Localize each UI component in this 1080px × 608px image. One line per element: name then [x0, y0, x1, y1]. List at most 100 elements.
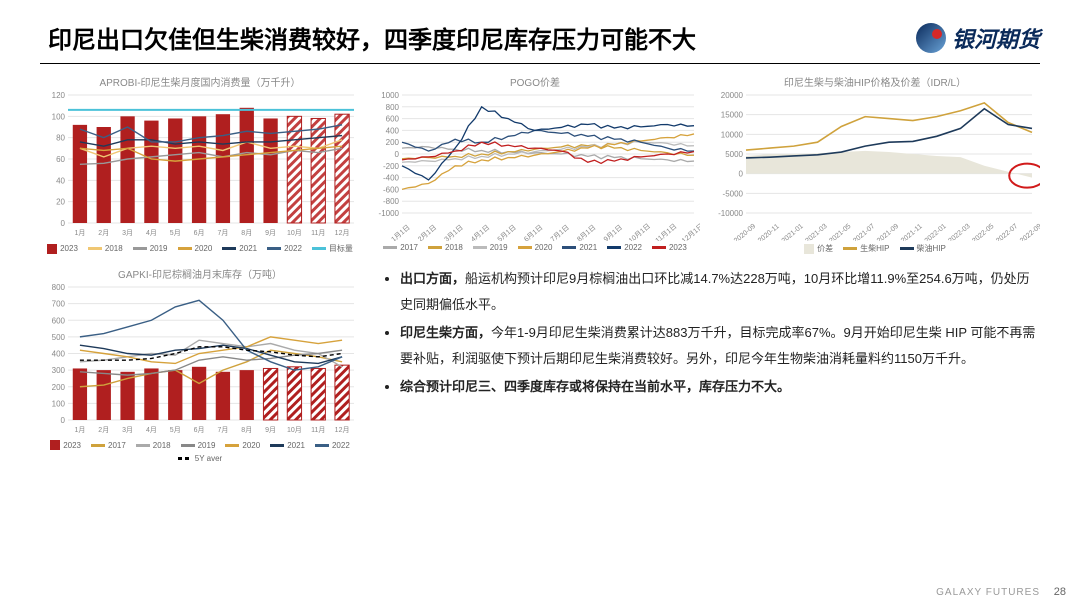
svg-text:2022-09: 2022-09 — [1019, 223, 1040, 241]
divider — [40, 63, 1040, 64]
svg-text:2月1日: 2月1日 — [416, 223, 438, 241]
bullet-biodiesel: 印尼生柴方面，今年1-9月印尼生柴消费累计达883万千升，目标完成率67%。9月… — [400, 320, 1040, 372]
svg-text:2021-07: 2021-07 — [852, 223, 876, 241]
chart-title: APROBI-印尼生柴月度国内消费量（万千升） — [40, 74, 360, 89]
svg-text:11月1日: 11月1日 — [654, 222, 678, 241]
svg-text:5月1日: 5月1日 — [496, 223, 518, 241]
svg-text:-1000: -1000 — [379, 209, 400, 218]
svg-text:20000: 20000 — [721, 91, 744, 100]
svg-text:2月: 2月 — [98, 229, 109, 237]
svg-text:7月: 7月 — [217, 229, 228, 237]
svg-text:10月1日: 10月1日 — [627, 222, 652, 241]
svg-text:4月: 4月 — [146, 229, 157, 237]
svg-text:800: 800 — [52, 283, 66, 292]
svg-text:12月: 12月 — [335, 426, 350, 434]
footer: GALAXY FUTURES — [936, 587, 1040, 598]
svg-text:400: 400 — [386, 126, 400, 135]
chart-title: 印尼生柴与柴油HIP价格及价差（IDR/L） — [710, 74, 1040, 89]
svg-text:2020-11: 2020-11 — [757, 223, 781, 241]
page-number: 28 — [1054, 586, 1066, 598]
svg-text:10000: 10000 — [721, 130, 744, 139]
svg-text:4月1日: 4月1日 — [469, 223, 491, 241]
svg-text:2月: 2月 — [98, 426, 109, 434]
svg-text:3月1日: 3月1日 — [443, 223, 465, 241]
svg-text:-10000: -10000 — [718, 209, 743, 218]
legend: 2017201820192020202120222023 — [370, 243, 700, 252]
svg-text:500: 500 — [52, 333, 66, 342]
svg-text:7月1日: 7月1日 — [549, 223, 571, 241]
svg-text:2022-03: 2022-03 — [947, 223, 971, 241]
svg-text:200: 200 — [386, 138, 400, 147]
svg-text:12月1日: 12月1日 — [680, 222, 700, 241]
chart-title: GAPKI-印尼棕榈油月末库存（万吨） — [40, 266, 360, 281]
chart-aprobi: APROBI-印尼生柴月度国内消费量（万千升） 0204060801001201… — [40, 74, 360, 254]
svg-text:7月: 7月 — [217, 426, 228, 434]
svg-text:300: 300 — [52, 366, 66, 375]
svg-text:100: 100 — [52, 112, 66, 121]
svg-text:400: 400 — [52, 350, 66, 359]
svg-text:-800: -800 — [383, 197, 400, 206]
page-title: 印尼出口欠佳但生柴消费较好，四季度印尼库存压力可能不大 — [48, 20, 696, 55]
svg-text:8月: 8月 — [241, 426, 252, 434]
svg-text:2022-07: 2022-07 — [995, 223, 1019, 241]
bottom-row: GAPKI-印尼棕榈油月末库存（万吨） 01002003004005006007… — [40, 266, 1040, 463]
bullet-summary: 综合预计印尼三、四季度库存或将保持在当前水平，库存压力不大。 — [400, 374, 1040, 400]
svg-text:200: 200 — [52, 383, 66, 392]
legend: 价差生柴HIP柴油HIP — [710, 243, 1040, 254]
chart-gapki: GAPKI-印尼棕榈油月末库存（万吨） 01002003004005006007… — [40, 266, 360, 463]
svg-text:8月: 8月 — [241, 229, 252, 237]
svg-text:0: 0 — [739, 170, 744, 179]
svg-text:-200: -200 — [383, 162, 400, 171]
chart-svg: -1000-800-600-400-200020040060080010001月… — [370, 91, 700, 241]
svg-text:700: 700 — [52, 300, 66, 309]
svg-text:0: 0 — [61, 219, 66, 228]
svg-text:-600: -600 — [383, 185, 400, 194]
svg-text:6月1日: 6月1日 — [523, 223, 545, 241]
svg-text:10月: 10月 — [287, 229, 302, 237]
svg-text:40: 40 — [56, 176, 65, 185]
svg-text:10月: 10月 — [287, 426, 302, 434]
svg-text:800: 800 — [386, 103, 400, 112]
svg-text:5000: 5000 — [725, 150, 743, 159]
svg-text:5月: 5月 — [170, 426, 181, 434]
title-bar: 印尼出口欠佳但生柴消费较好，四季度印尼库存压力可能不大 银河期货 — [40, 20, 1040, 55]
svg-text:-400: -400 — [383, 174, 400, 183]
svg-text:2022-01: 2022-01 — [924, 223, 948, 241]
chart-svg: -10000-5000050001000015000200002020-0920… — [710, 91, 1040, 241]
svg-text:2021-09: 2021-09 — [876, 223, 900, 241]
svg-text:2021-03: 2021-03 — [804, 223, 828, 241]
svg-text:600: 600 — [386, 115, 400, 124]
svg-text:4月: 4月 — [146, 426, 157, 434]
chart-svg: 0204060801001201月2月3月4月5月6月7月8月9月10月11月1… — [40, 91, 360, 241]
svg-text:1月: 1月 — [74, 426, 85, 434]
logo-mark-icon — [916, 23, 946, 53]
svg-text:2020-09: 2020-09 — [733, 223, 757, 241]
chart-svg: 01002003004005006007008001月2月3月4月5月6月7月8… — [40, 283, 360, 438]
svg-text:2022-05: 2022-05 — [971, 223, 995, 241]
brand-name: 银河期货 — [952, 22, 1040, 54]
legend: 20232017201820192020202120225Y aver — [40, 440, 360, 463]
svg-text:-5000: -5000 — [723, 189, 744, 198]
svg-text:2021-01: 2021-01 — [781, 223, 805, 241]
chart-pogo: POGO价差 -1000-800-600-400-200020040060080… — [370, 74, 700, 254]
svg-text:3月: 3月 — [122, 426, 133, 434]
svg-text:5月: 5月 — [170, 229, 181, 237]
svg-text:9月: 9月 — [265, 229, 276, 237]
svg-text:15000: 15000 — [721, 111, 744, 120]
charts-row-top: APROBI-印尼生柴月度国内消费量（万千升） 0204060801001201… — [40, 74, 1040, 254]
svg-text:100: 100 — [52, 399, 66, 408]
svg-text:3月: 3月 — [122, 229, 133, 237]
bullet-export: 出口方面，船运机构预计印尼9月棕榈油出口环比减14.7%达228万吨，10月环比… — [400, 266, 1040, 318]
svg-text:1000: 1000 — [381, 91, 399, 100]
svg-text:60: 60 — [56, 155, 65, 164]
svg-text:0: 0 — [61, 416, 66, 425]
svg-text:11月: 11月 — [311, 426, 325, 434]
svg-text:2021-05: 2021-05 — [828, 223, 852, 241]
legend: 202320182019202020212022目标量 — [40, 243, 360, 254]
svg-text:120: 120 — [52, 91, 66, 100]
bullet-list: 出口方面，船运机构预计印尼9月棕榈油出口环比减14.7%达228万吨，10月环比… — [380, 266, 1040, 463]
svg-text:0: 0 — [395, 150, 400, 159]
svg-text:6月: 6月 — [194, 426, 205, 434]
svg-text:80: 80 — [56, 134, 65, 143]
svg-text:9月1日: 9月1日 — [602, 223, 624, 241]
